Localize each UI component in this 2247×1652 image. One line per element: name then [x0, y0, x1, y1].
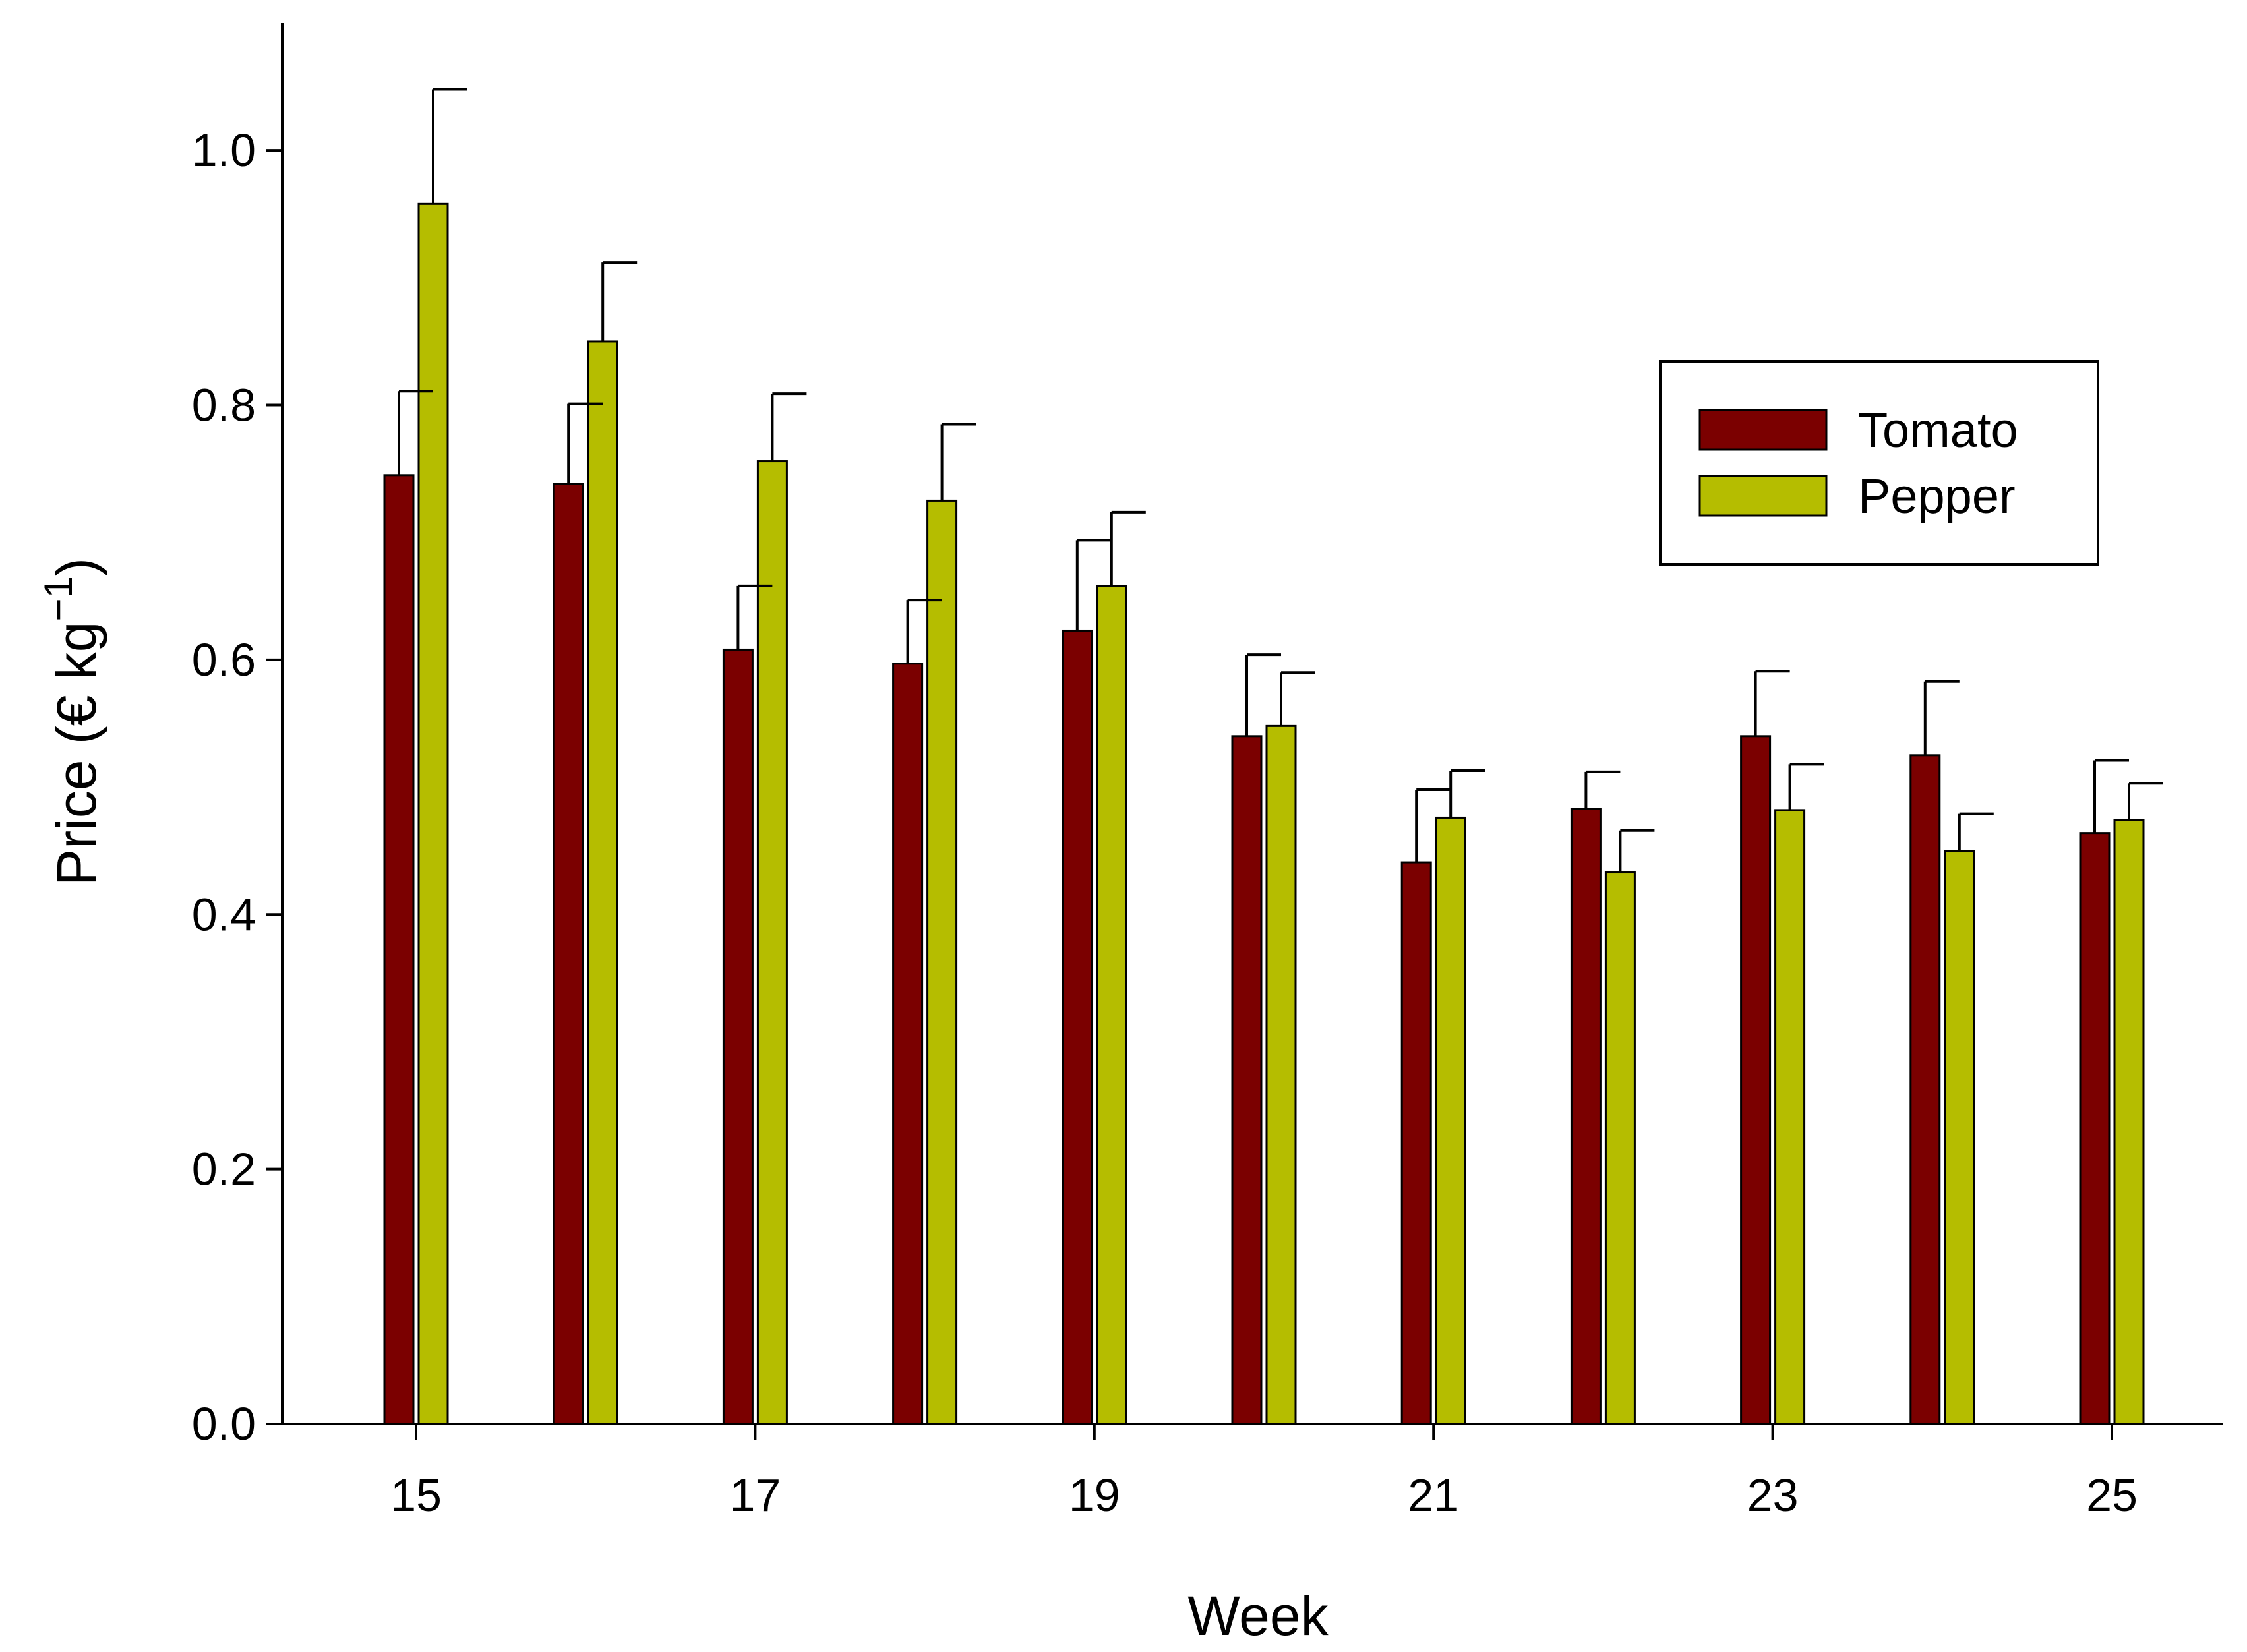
- bar-pepper-week-17: [756, 460, 788, 1425]
- legend-swatch-tomato: [1698, 409, 1828, 451]
- bar-tomato-week-22: [1570, 808, 1602, 1425]
- legend: Tomato Pepper: [1659, 360, 2099, 566]
- bar-pepper-week-20: [1265, 724, 1297, 1425]
- bar-tomato-week-17: [722, 648, 754, 1425]
- y-tick-label: 0.6: [192, 634, 256, 686]
- y-axis-title-close: ): [45, 558, 107, 576]
- x-tick-label: 17: [729, 1469, 781, 1521]
- bar-pepper-week-19: [1096, 585, 1127, 1425]
- y-axis-title: Price (€ kg−1): [36, 558, 107, 886]
- bar-pepper-week-25: [2113, 819, 2145, 1425]
- bar-pepper-week-24: [1944, 850, 1975, 1425]
- error-bars-layer: [398, 88, 2163, 873]
- bar-pepper-week-15: [417, 202, 449, 1425]
- x-axis-title: Week: [1187, 1585, 1329, 1647]
- bar-tomato-week-23: [1740, 735, 1772, 1425]
- y-tick-label: 0.4: [192, 889, 256, 940]
- y-axis-title-main: Price (€ kg: [45, 621, 107, 885]
- x-tick-label: 25: [2086, 1469, 2138, 1521]
- axes-layer: 0.00.20.40.60.81.01517192123252729313335: [192, 23, 2223, 1521]
- legend-frame: [1659, 360, 2099, 566]
- x-tick-label: 15: [390, 1469, 442, 1521]
- y-axis-title-superscript: −1: [36, 576, 80, 621]
- x-tick-label: 21: [1408, 1469, 1459, 1521]
- bar-tomato-week-25: [2079, 832, 2111, 1425]
- bar-pepper-week-18: [926, 499, 958, 1425]
- y-tick-label: 0.0: [192, 1398, 256, 1450]
- bar-pepper-week-16: [587, 340, 618, 1425]
- y-tick-label: 1.0: [192, 125, 256, 176]
- bar-pepper-week-22: [1604, 871, 1636, 1425]
- x-tick-label: 19: [1069, 1469, 1120, 1521]
- y-tick-label: 0.8: [192, 380, 256, 431]
- bar-tomato-week-19: [1062, 629, 1093, 1425]
- legend-label-tomato: Tomato: [1858, 403, 2018, 457]
- bar-tomato-week-20: [1231, 735, 1263, 1425]
- bar-pepper-week-23: [1774, 809, 1806, 1425]
- bar-tomato-week-18: [892, 663, 924, 1425]
- legend-label-pepper: Pepper: [1858, 469, 2016, 523]
- bar-tomato-week-21: [1400, 861, 1432, 1425]
- bar-tomato-week-15: [383, 474, 415, 1425]
- y-tick-label: 0.2: [192, 1144, 256, 1195]
- bar-tomato-week-16: [553, 483, 584, 1425]
- legend-swatch-pepper: [1698, 475, 1828, 517]
- bar-tomato-week-24: [1909, 754, 1941, 1425]
- bar-pepper-week-21: [1435, 816, 1466, 1425]
- x-tick-label: 23: [1747, 1469, 1799, 1521]
